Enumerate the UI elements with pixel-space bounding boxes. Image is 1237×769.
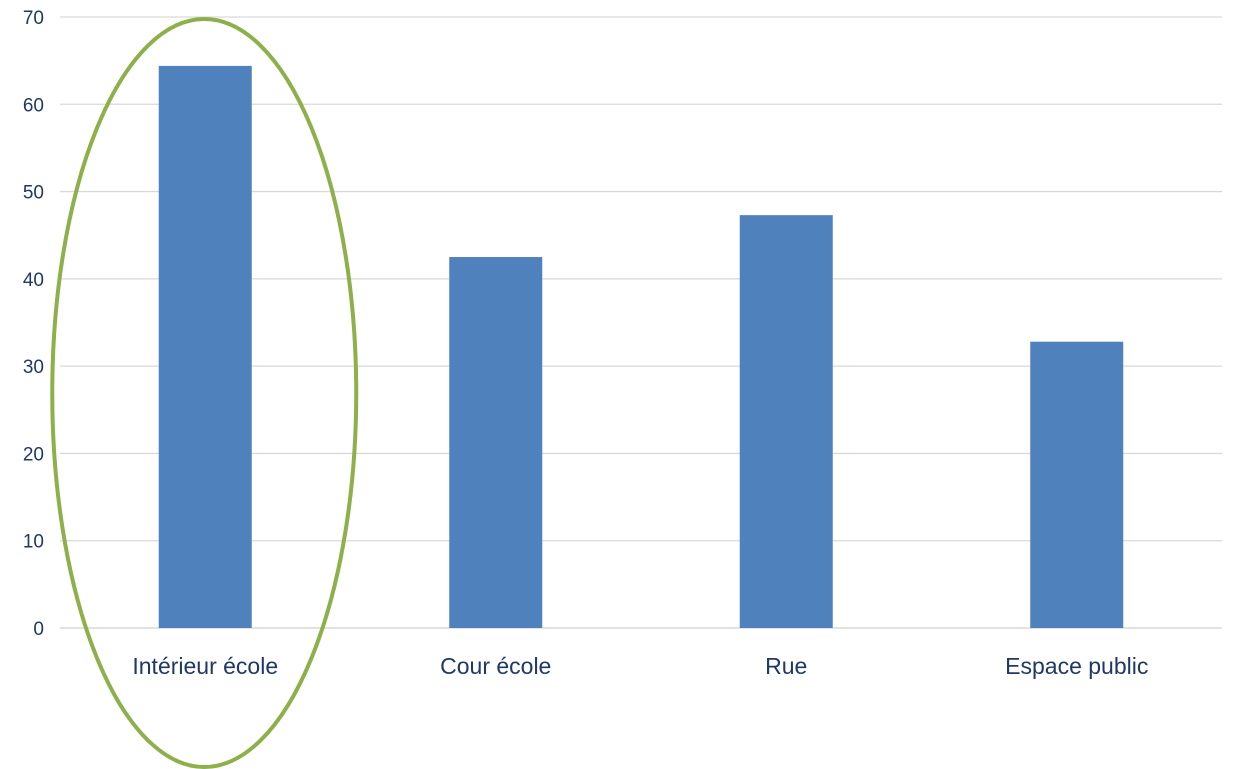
bar-1 [158, 65, 252, 628]
y-tick-label-40: 40 [23, 270, 44, 291]
bars [158, 65, 1124, 629]
y-tick-label-10: 10 [23, 532, 44, 553]
bar-3 [739, 215, 833, 629]
category-labels: Intérieur école Cour école Rue Espace publi… [132, 653, 1148, 679]
category-label-4: Espace public [1005, 653, 1148, 679]
bar-4 [1030, 341, 1124, 628]
y-tick-label-60: 60 [23, 95, 44, 116]
bar-2 [449, 257, 543, 628]
y-tick-label-0: 0 [33, 619, 44, 640]
y-tick-label-70: 70 [23, 8, 44, 29]
gridlines [60, 16, 1222, 629]
category-label-2: Cour école [440, 653, 551, 679]
y-tick-label-50: 50 [23, 183, 44, 204]
y-axis-tick-labels: 0 10 20 30 40 50 60 70 [23, 8, 44, 640]
highlight-ellipse [50, 17, 359, 769]
category-label-3: Rue [765, 653, 807, 679]
category-label-1: Intérieur école [132, 653, 278, 679]
highlight-overlay [50, 17, 359, 769]
y-tick-label-30: 30 [23, 357, 44, 378]
y-tick-label-20: 20 [23, 444, 44, 465]
